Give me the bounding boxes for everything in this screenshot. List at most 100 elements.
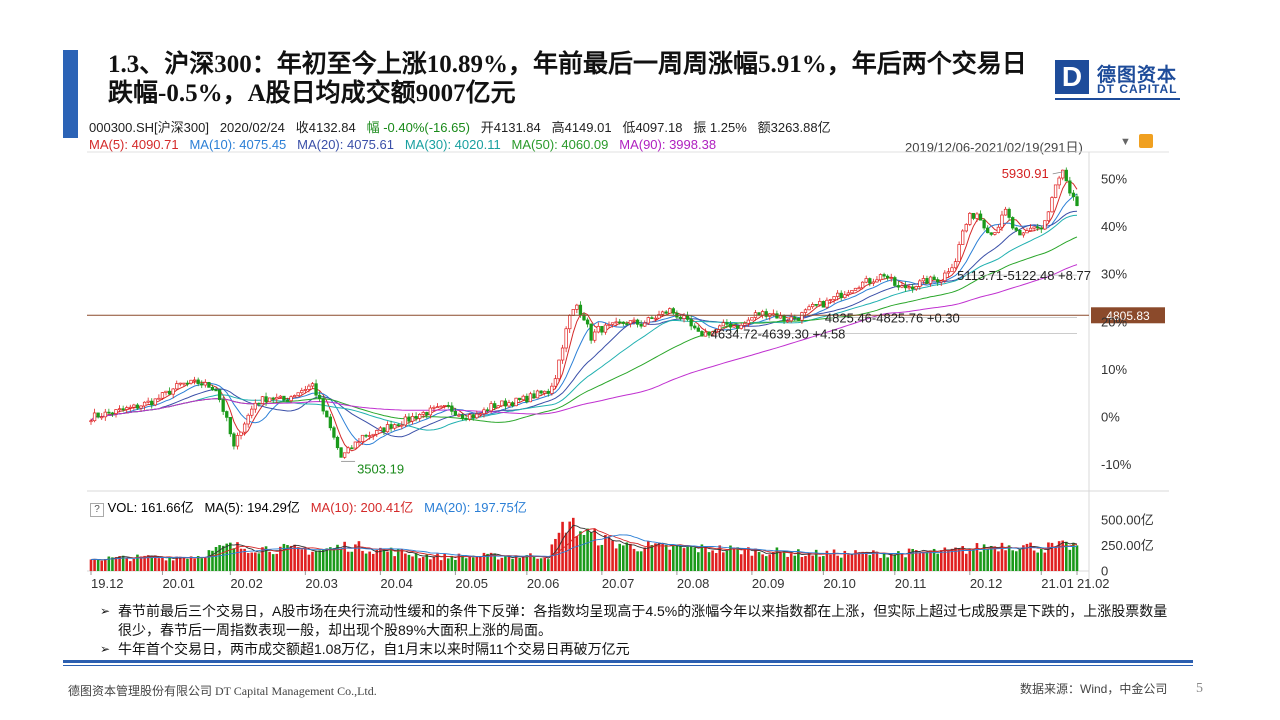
volume-bar [293,544,296,571]
x-tick-label: 20.02 [230,576,263,591]
volume-bar [479,556,482,571]
candle-body [925,278,929,284]
volume-bar [714,553,718,571]
volume-bar [143,555,146,571]
volume-bar [196,556,200,571]
volume-bar [379,547,382,571]
volume-bar [900,553,904,571]
volume-bar [854,550,857,571]
volume-bar [461,555,464,571]
volume-bar [918,552,922,571]
candle-body [743,323,747,326]
candle-body [750,317,754,321]
candle-body [328,416,333,429]
volume-bar [561,521,564,571]
ma-legend: MA(5): 4090.71 MA(10): 4075.45 MA(20): 4… [89,137,716,152]
logo-chinese-name: 德图资本 [1097,65,1178,86]
volume-bar [371,553,375,571]
candle-body [846,292,851,296]
candle-body [253,402,257,410]
candle-body [250,408,254,416]
volume-bar [236,542,239,571]
volume-bar [536,558,539,571]
volume-bar [471,557,475,571]
candle-body [943,272,947,282]
volume-bar [632,548,636,571]
candle-body [396,424,400,426]
candle-body [560,347,565,361]
candle-body [964,224,968,232]
range-dropdown-icon[interactable]: ▼ [1120,136,1131,148]
help-icon[interactable]: ? [90,503,104,517]
candle-body [757,312,761,316]
volume-bar [936,553,939,571]
volume-bar [107,556,111,571]
volume-bar [300,549,304,571]
volume-bar [243,548,246,571]
volume-bar [182,557,186,571]
volume-bar [739,554,743,571]
high-pointer [1052,171,1063,175]
volume-bar [282,543,286,571]
volume-bar [489,552,493,571]
candle-body [1064,169,1068,182]
candle-body [911,286,915,290]
lock-icon[interactable] [1139,134,1153,148]
volume-bar [764,556,768,571]
volume-bar [889,553,893,571]
candle-body [292,395,297,398]
candle-body [732,325,736,328]
candle-body [507,402,511,407]
volume-bar [725,550,729,571]
volume-bar [239,548,243,571]
candle-body [142,401,147,407]
candle-body [986,227,990,234]
volume-bar [704,546,707,571]
stock-chart-panel: 000300.SH[沪深300] 2020/02/24 收4132.84 幅 -… [87,114,1169,596]
volume-bar [761,554,764,571]
volume-bar [650,545,654,571]
volume-bar [346,551,350,571]
volume-bar [911,548,914,571]
volume-bar [571,517,575,571]
candle-body [246,414,250,425]
volume-ma20: MA(20): 197.75亿 [424,500,527,515]
x-tick-label: 20.11 [895,576,927,591]
annotations: 5930.91 3503.19 5113.71-5122.48 +8.77 4825.… [341,166,1091,476]
x-tick-label: 19.12 [91,576,124,591]
volume-bar [354,544,357,571]
volume-bar [521,556,525,571]
candle-body [325,410,329,418]
x-tick-label: 20.05 [455,576,488,591]
volume-bar [568,521,572,571]
volume-bar [89,559,93,571]
candle-body [1032,226,1036,229]
candle-body [503,400,508,407]
candle-body [525,395,529,403]
candle-body [132,404,136,408]
x-tick-label: 20.10 [823,576,856,591]
volume-bar [1039,548,1043,571]
volume-bar [847,554,850,571]
candle-body [707,331,711,336]
ma50-line [90,236,1078,423]
candle-body [257,402,261,405]
volume-bar [254,552,257,571]
candle-body [332,427,336,438]
candle-body [693,325,697,329]
candle-body [210,387,215,391]
change-pct: 幅 -0.40%(-16.65) [366,120,470,135]
volume-bar [511,558,514,571]
candle-body [418,414,422,419]
candle-body [671,308,675,314]
candle-body [160,392,165,399]
volume-bar [211,550,214,571]
candle-body [807,306,811,311]
volume-bar [972,549,975,571]
volume-bar [457,553,461,571]
volume-bar [904,557,907,571]
high-price: 高4149.01 [551,120,612,135]
volume-bar [800,557,804,571]
candle-body [725,322,729,325]
volume-bar [543,557,547,571]
